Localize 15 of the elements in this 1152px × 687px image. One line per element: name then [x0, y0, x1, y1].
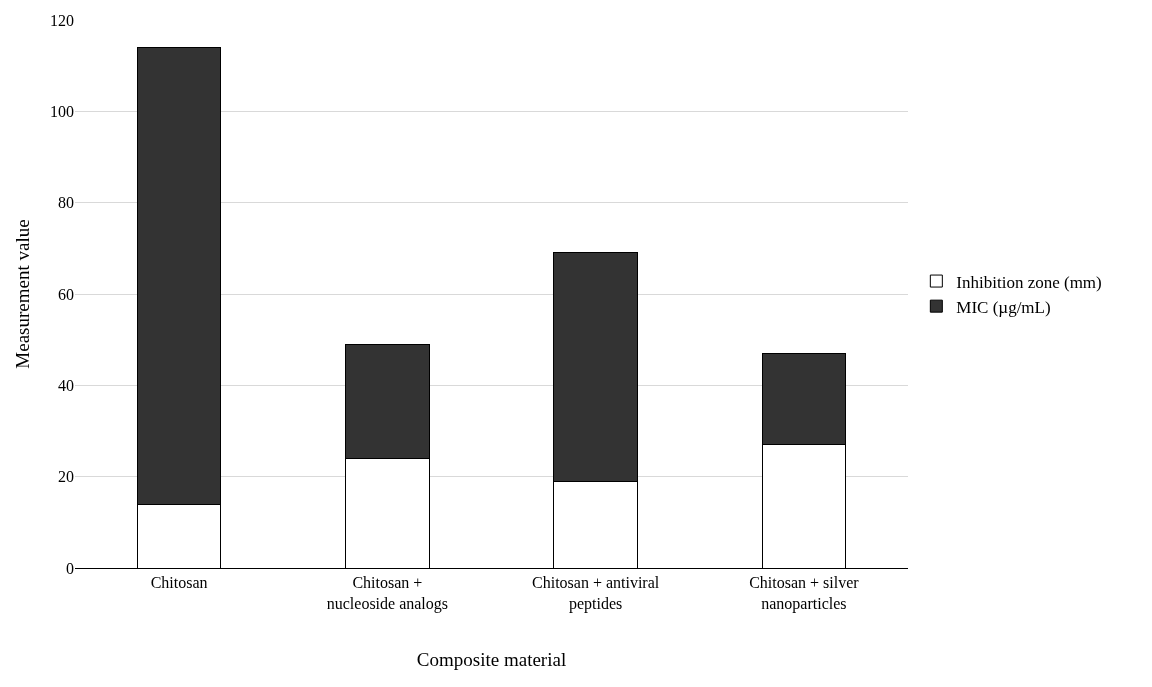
x-tick-label: Chitosan [150, 574, 208, 592]
y-tick-label: 100 [50, 102, 74, 120]
y-tick-label: 20 [58, 468, 74, 486]
y-tick-label: 60 [58, 285, 74, 303]
y-tick-label: 0 [66, 559, 74, 577]
x-tick-label: Chitosan + antiviral peptides [532, 574, 660, 613]
x-tick-label: Chitosan + nucleoside analogs [326, 574, 449, 613]
y-tick-label: 120 [50, 11, 74, 29]
legend-label: MIC (µg/mL) [956, 297, 1051, 317]
legend-label: Inhibition zone (mm) [956, 272, 1102, 292]
x-tick-label: Chitosan + silver nanoparticles [749, 574, 860, 613]
x-axis-title: Composite material [416, 648, 567, 670]
y-axis-title: Measurement value [11, 219, 33, 369]
y-tick-label: 80 [58, 194, 74, 212]
y-tick-label: 40 [58, 376, 74, 394]
